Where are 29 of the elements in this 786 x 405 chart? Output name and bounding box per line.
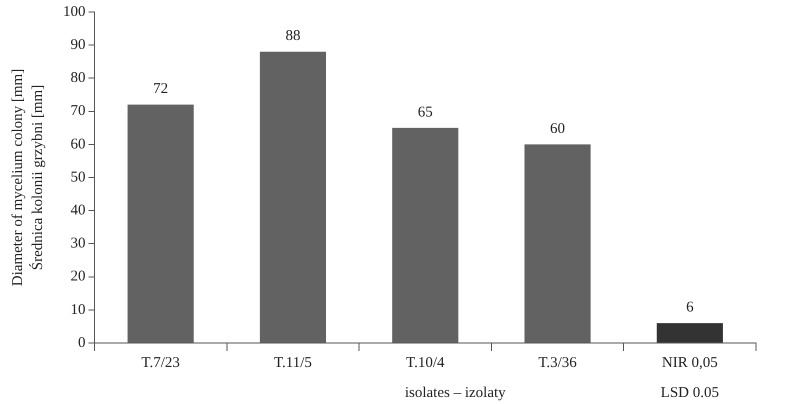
x-axis-title: isolates – izolaty [404, 384, 506, 401]
y-tick-label: 10 [70, 302, 86, 318]
y-tick-label: 60 [70, 136, 86, 152]
y-axis-title: Diameter of mycelium colony [mm] Średnica kolonii grzybni [mm] [10, 68, 46, 286]
bar [260, 52, 326, 342]
bar [524, 144, 591, 342]
data-label: 65 [418, 104, 433, 120]
y-tick-label: 100 [63, 4, 86, 20]
bar [656, 323, 723, 342]
y-tick-label: 50 [70, 169, 86, 186]
y-tick-label: 20 [70, 268, 86, 285]
data-label: 6 [686, 300, 694, 316]
x-tick-label: T.3/36 [538, 354, 578, 371]
x-tick-label: NIR 0,05 [662, 354, 718, 371]
text: LSD 0.05 [660, 384, 720, 401]
x-tick-label: T.7/23 [141, 354, 180, 371]
data-label: 72 [153, 81, 168, 98]
data-label: 60 [550, 120, 566, 137]
data-label: 88 [285, 28, 300, 44]
x-tick-label: T.10/4 [406, 354, 445, 371]
y-tick-label: 70 [70, 103, 86, 120]
bar [128, 104, 194, 342]
bar [392, 128, 458, 342]
y-tick-label: 30 [70, 236, 86, 252]
y-tick-label: 90 [70, 37, 86, 54]
y-tick-label: 0 [78, 334, 86, 351]
x-tick-label: T.11/5 [274, 354, 312, 371]
y-tick-label: 40 [70, 202, 86, 219]
y-tick-label: 80 [70, 70, 86, 86]
